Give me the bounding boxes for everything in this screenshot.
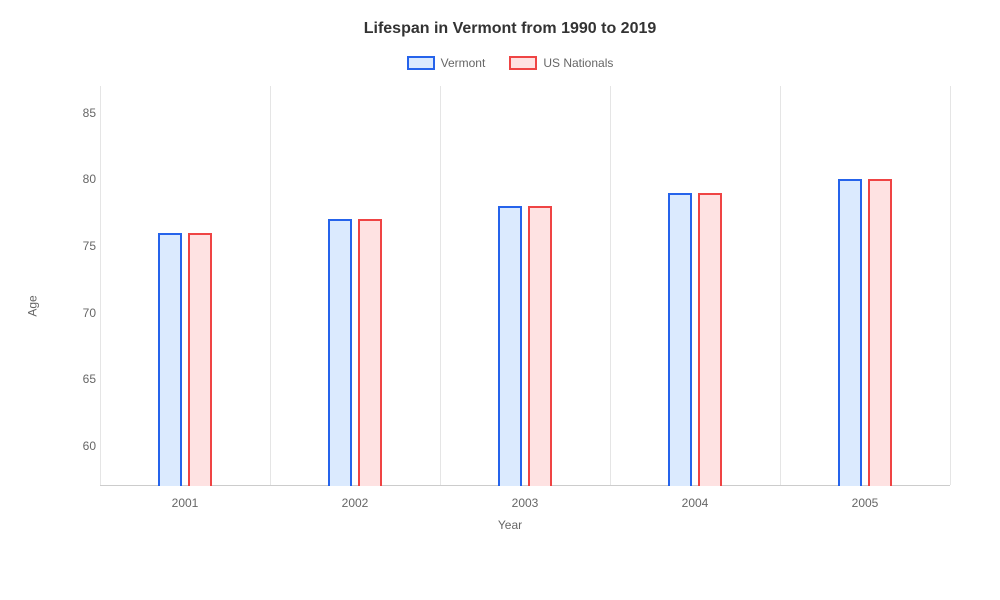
chart-title: Lifespan in Vermont from 1990 to 2019 bbox=[60, 20, 960, 38]
legend-label-us: US Nationals bbox=[543, 56, 613, 70]
y-axis-label: Age bbox=[26, 295, 40, 316]
vertical-gridline bbox=[780, 86, 781, 485]
bar-us-nationals bbox=[698, 193, 722, 486]
plot-grid bbox=[100, 86, 950, 486]
x-tick-label: 2001 bbox=[172, 496, 199, 510]
bar-vermont bbox=[158, 233, 182, 486]
legend-swatch-us bbox=[509, 56, 537, 70]
bar-us-nationals bbox=[868, 179, 892, 486]
chart-container: Lifespan in Vermont from 1990 to 2019 Ve… bbox=[0, 0, 1000, 600]
x-tick-label: 2003 bbox=[512, 496, 539, 510]
bar-us-nationals bbox=[188, 233, 212, 486]
y-tick-label: 80 bbox=[60, 172, 96, 186]
vertical-gridline bbox=[440, 86, 441, 485]
x-axis-label: Year bbox=[498, 518, 522, 532]
y-tick-label: 75 bbox=[60, 239, 96, 253]
vertical-gridline bbox=[100, 86, 101, 485]
y-tick-label: 85 bbox=[60, 106, 96, 120]
legend-item-vermont: Vermont bbox=[407, 56, 486, 70]
legend-label-vermont: Vermont bbox=[441, 56, 486, 70]
bar-us-nationals bbox=[358, 219, 382, 486]
x-tick-label: 2002 bbox=[342, 496, 369, 510]
plot-area: Age Year 6065707580852001200220032004200… bbox=[60, 86, 960, 526]
x-tick-label: 2005 bbox=[852, 496, 879, 510]
vertical-gridline bbox=[950, 86, 951, 485]
x-tick-label: 2004 bbox=[682, 496, 709, 510]
y-tick-label: 60 bbox=[60, 439, 96, 453]
legend-swatch-vermont bbox=[407, 56, 435, 70]
bar-us-nationals bbox=[528, 206, 552, 486]
y-tick-label: 65 bbox=[60, 372, 96, 386]
bar-vermont bbox=[498, 206, 522, 486]
bar-vermont bbox=[668, 193, 692, 486]
vertical-gridline bbox=[270, 86, 271, 485]
bar-vermont bbox=[838, 179, 862, 486]
vertical-gridline bbox=[610, 86, 611, 485]
bar-vermont bbox=[328, 219, 352, 486]
y-tick-label: 70 bbox=[60, 306, 96, 320]
legend: Vermont US Nationals bbox=[60, 56, 960, 70]
legend-item-us: US Nationals bbox=[509, 56, 613, 70]
